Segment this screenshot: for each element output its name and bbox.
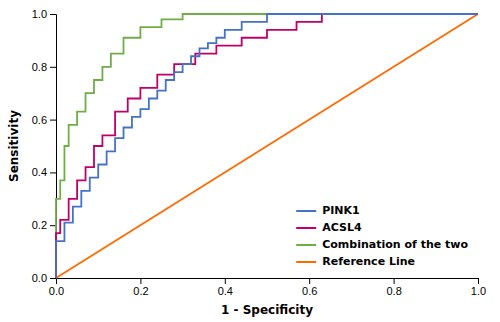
legend-label: PINK1 <box>322 204 360 217</box>
tick-mark <box>394 278 395 284</box>
tick-label: 0.8 <box>386 285 401 297</box>
tick: 0.4 <box>218 278 233 297</box>
tick: 0.4 <box>32 166 56 178</box>
tick-mark <box>50 278 56 279</box>
tick-label: 0.2 <box>32 219 47 231</box>
tick: 0.2 <box>133 278 148 297</box>
tick-mark <box>50 120 56 121</box>
y-axis: 0.0 0.2 0.4 0.6 0.8 1.0 <box>32 8 57 284</box>
lines <box>56 14 478 278</box>
plot-area: 0.0 0.2 0.4 0.6 0.8 1.0 0.0 0.2 0.4 0.6 0.8 1.0 PINK… <box>32 8 486 297</box>
tick-label: 0.0 <box>49 285 64 297</box>
tick-mark <box>140 278 141 284</box>
series-line <box>56 14 478 278</box>
tick-mark <box>309 278 310 284</box>
tick: 0.2 <box>32 219 56 231</box>
tick-label: 0.4 <box>218 285 233 297</box>
tick: 1.0 <box>471 278 486 297</box>
legend-item: Reference Line <box>296 255 415 268</box>
tick-mark <box>50 172 56 173</box>
tick: 0.6 <box>32 114 56 126</box>
tick: 0.0 <box>49 278 64 297</box>
tick-mark <box>225 278 226 284</box>
tick: 0.8 <box>32 61 56 73</box>
series-line <box>56 14 478 278</box>
tick-mark <box>50 14 56 15</box>
x-axis-title: 1 - Specificity <box>221 303 313 317</box>
tick: 1.0 <box>32 8 56 20</box>
series-line <box>56 14 478 278</box>
legend-swatch <box>296 244 316 246</box>
tick: 0.8 <box>386 278 401 297</box>
tick: 0.6 <box>302 278 317 297</box>
legend-swatch <box>296 227 316 229</box>
legend: PINK1 ACSL4 Combination of the two Referenc… <box>296 204 468 268</box>
y-axis-title: Sensitivity <box>7 110 21 182</box>
legend-label: ACSL4 <box>322 221 362 234</box>
axis-line <box>57 279 479 285</box>
tick-mark <box>50 225 56 226</box>
legend-item: ACSL4 <box>296 221 362 234</box>
tick: 0.0 <box>32 272 56 284</box>
tick-label: 0.0 <box>32 272 47 284</box>
legend-item: Combination of the two <box>296 238 468 251</box>
legend-item: PINK1 <box>296 204 360 217</box>
legend-swatch <box>296 261 316 263</box>
tick-label: 0.2 <box>133 285 148 297</box>
chart: 0.0 0.2 0.4 0.6 0.8 1.0 0.0 0.2 0.4 0.6 0.8 1.0 PINK… <box>0 0 500 322</box>
tick-label: 0.8 <box>32 61 47 73</box>
legend-label: Reference Line <box>322 255 415 268</box>
x-axis: 0.0 0.2 0.4 0.6 0.8 1.0 <box>49 278 486 297</box>
tick-label: 1.0 <box>32 8 47 20</box>
tick-mark <box>50 67 56 68</box>
legend-swatch <box>296 210 316 212</box>
tick-label: 0.6 <box>302 285 317 297</box>
tick-label: 0.6 <box>32 114 47 126</box>
tick-label: 1.0 <box>471 285 486 297</box>
tick-label: 0.4 <box>32 166 47 178</box>
series-line <box>56 14 478 278</box>
tick-mark <box>478 278 479 284</box>
legend-label: Combination of the two <box>322 238 468 251</box>
